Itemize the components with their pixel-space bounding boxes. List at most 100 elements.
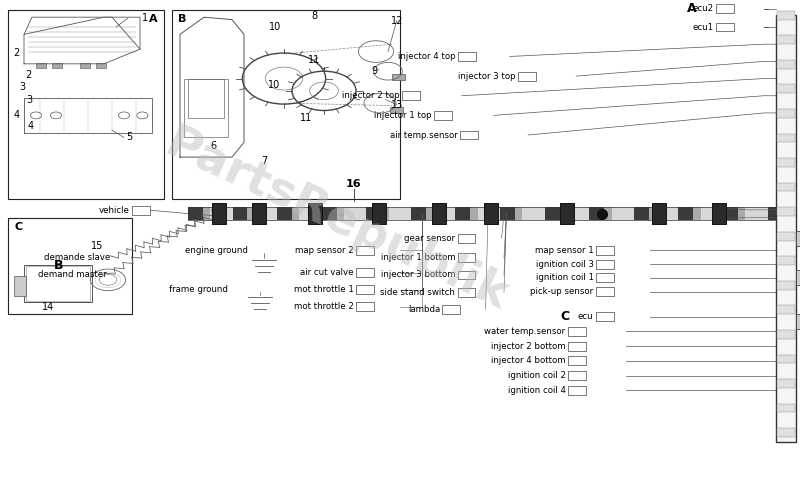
Bar: [568, 342, 586, 351]
Text: 8: 8: [311, 11, 318, 21]
Bar: [188, 207, 196, 220]
Bar: [470, 207, 478, 220]
Bar: [14, 276, 26, 296]
Bar: [36, 63, 46, 68]
Bar: [356, 268, 374, 277]
Text: B: B: [178, 14, 186, 24]
Bar: [432, 203, 446, 224]
Bar: [210, 207, 218, 220]
Bar: [8, 10, 164, 199]
Text: ecu2: ecu2: [693, 4, 714, 13]
Bar: [518, 72, 536, 81]
Text: 4: 4: [27, 121, 34, 131]
Bar: [777, 404, 795, 412]
Bar: [777, 305, 795, 314]
Bar: [777, 134, 795, 142]
Bar: [434, 111, 452, 120]
Bar: [574, 207, 582, 220]
Text: ignition coil 2: ignition coil 2: [508, 371, 566, 380]
Bar: [596, 312, 614, 321]
Text: air temp.sensor: air temp.sensor: [390, 131, 458, 139]
Bar: [649, 207, 657, 220]
Bar: [359, 207, 367, 220]
Bar: [418, 207, 426, 220]
Bar: [777, 109, 795, 118]
Bar: [777, 84, 795, 93]
Bar: [225, 207, 234, 220]
Bar: [195, 207, 204, 220]
Bar: [233, 207, 241, 220]
Bar: [442, 305, 460, 314]
Bar: [590, 207, 598, 220]
Bar: [530, 207, 538, 220]
Bar: [184, 79, 228, 137]
Bar: [611, 207, 620, 220]
Text: A: A: [149, 14, 158, 24]
Text: ecu1: ecu1: [693, 23, 714, 31]
Bar: [777, 256, 795, 265]
Text: injector 3 top: injector 3 top: [458, 72, 516, 81]
Text: 6: 6: [210, 141, 217, 151]
Bar: [458, 271, 475, 279]
Bar: [515, 207, 523, 220]
Bar: [777, 281, 795, 290]
Text: 12: 12: [390, 16, 403, 26]
Bar: [218, 207, 226, 220]
Bar: [686, 207, 694, 220]
Bar: [392, 74, 405, 80]
Bar: [500, 207, 508, 220]
Bar: [458, 234, 475, 243]
Bar: [240, 207, 248, 220]
Bar: [329, 207, 338, 220]
Bar: [247, 207, 256, 220]
Text: 11: 11: [307, 55, 320, 65]
Bar: [433, 207, 442, 220]
Bar: [596, 246, 614, 255]
Bar: [634, 207, 642, 220]
Bar: [426, 207, 434, 220]
Bar: [568, 327, 586, 336]
Bar: [568, 371, 586, 380]
Text: frame ground: frame ground: [169, 285, 228, 294]
Bar: [753, 207, 761, 220]
Bar: [132, 206, 150, 215]
Bar: [694, 207, 702, 220]
Bar: [26, 266, 90, 301]
Bar: [538, 207, 546, 220]
Bar: [597, 207, 605, 220]
Bar: [24, 265, 92, 302]
Bar: [356, 285, 374, 294]
Bar: [403, 207, 412, 220]
Bar: [478, 207, 486, 220]
Text: map sensor 2: map sensor 2: [295, 246, 354, 255]
Text: 5: 5: [126, 133, 133, 142]
Bar: [484, 203, 498, 224]
Text: 13: 13: [390, 100, 403, 109]
Text: A: A: [687, 2, 697, 15]
Text: 2: 2: [26, 70, 32, 80]
Bar: [775, 207, 783, 220]
Bar: [776, 15, 796, 442]
Bar: [777, 232, 795, 241]
Bar: [552, 207, 560, 220]
Text: injector 4 top: injector 4 top: [398, 52, 456, 61]
Text: 3: 3: [26, 95, 32, 105]
Bar: [796, 270, 800, 285]
Bar: [212, 203, 226, 224]
Bar: [656, 207, 664, 220]
Bar: [652, 203, 666, 224]
Bar: [356, 246, 374, 255]
Bar: [663, 207, 672, 220]
Bar: [738, 207, 746, 220]
Bar: [292, 207, 300, 220]
Bar: [356, 302, 374, 311]
Bar: [712, 203, 726, 224]
Text: gear sensor: gear sensor: [404, 234, 455, 243]
Bar: [374, 207, 382, 220]
Bar: [396, 207, 404, 220]
Text: ecu: ecu: [578, 312, 594, 321]
Bar: [716, 4, 734, 13]
Text: demand master: demand master: [38, 271, 106, 279]
Text: injector 4 bottom: injector 4 bottom: [491, 356, 566, 365]
Bar: [411, 207, 419, 220]
